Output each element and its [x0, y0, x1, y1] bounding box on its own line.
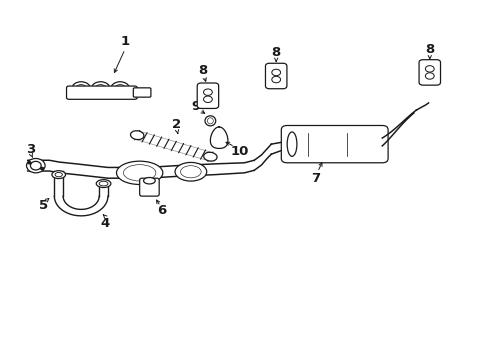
- FancyBboxPatch shape: [133, 88, 151, 97]
- Text: 7: 7: [310, 172, 319, 185]
- Ellipse shape: [207, 118, 213, 124]
- FancyBboxPatch shape: [197, 83, 218, 108]
- Ellipse shape: [175, 162, 206, 181]
- Text: 3: 3: [26, 143, 36, 156]
- Text: 10: 10: [230, 145, 248, 158]
- Text: 8: 8: [271, 46, 280, 59]
- Text: 9: 9: [191, 100, 200, 113]
- Ellipse shape: [99, 181, 108, 186]
- FancyBboxPatch shape: [281, 126, 387, 163]
- Circle shape: [425, 66, 433, 72]
- Ellipse shape: [30, 161, 41, 170]
- Ellipse shape: [52, 171, 65, 179]
- FancyBboxPatch shape: [66, 86, 137, 99]
- Ellipse shape: [130, 131, 143, 140]
- Circle shape: [203, 89, 212, 95]
- FancyBboxPatch shape: [418, 60, 440, 85]
- Ellipse shape: [143, 177, 155, 184]
- Ellipse shape: [123, 165, 156, 181]
- Text: 1: 1: [120, 35, 129, 49]
- Circle shape: [203, 96, 212, 103]
- Ellipse shape: [204, 116, 215, 126]
- Ellipse shape: [26, 158, 45, 173]
- Ellipse shape: [286, 132, 296, 156]
- Text: 8: 8: [198, 64, 207, 77]
- Text: 5: 5: [39, 199, 48, 212]
- Circle shape: [271, 76, 280, 83]
- Ellipse shape: [203, 152, 217, 161]
- Text: 2: 2: [171, 118, 181, 131]
- Text: 8: 8: [424, 42, 433, 55]
- Circle shape: [28, 162, 31, 164]
- Text: 4: 4: [101, 216, 110, 230]
- Circle shape: [425, 73, 433, 79]
- Ellipse shape: [55, 172, 62, 177]
- Polygon shape: [210, 127, 227, 148]
- Circle shape: [41, 167, 43, 170]
- Text: 6: 6: [157, 204, 166, 217]
- Ellipse shape: [180, 166, 201, 178]
- Ellipse shape: [116, 161, 163, 184]
- Ellipse shape: [96, 180, 111, 188]
- Circle shape: [271, 69, 280, 76]
- FancyBboxPatch shape: [265, 63, 286, 89]
- FancyBboxPatch shape: [140, 178, 159, 196]
